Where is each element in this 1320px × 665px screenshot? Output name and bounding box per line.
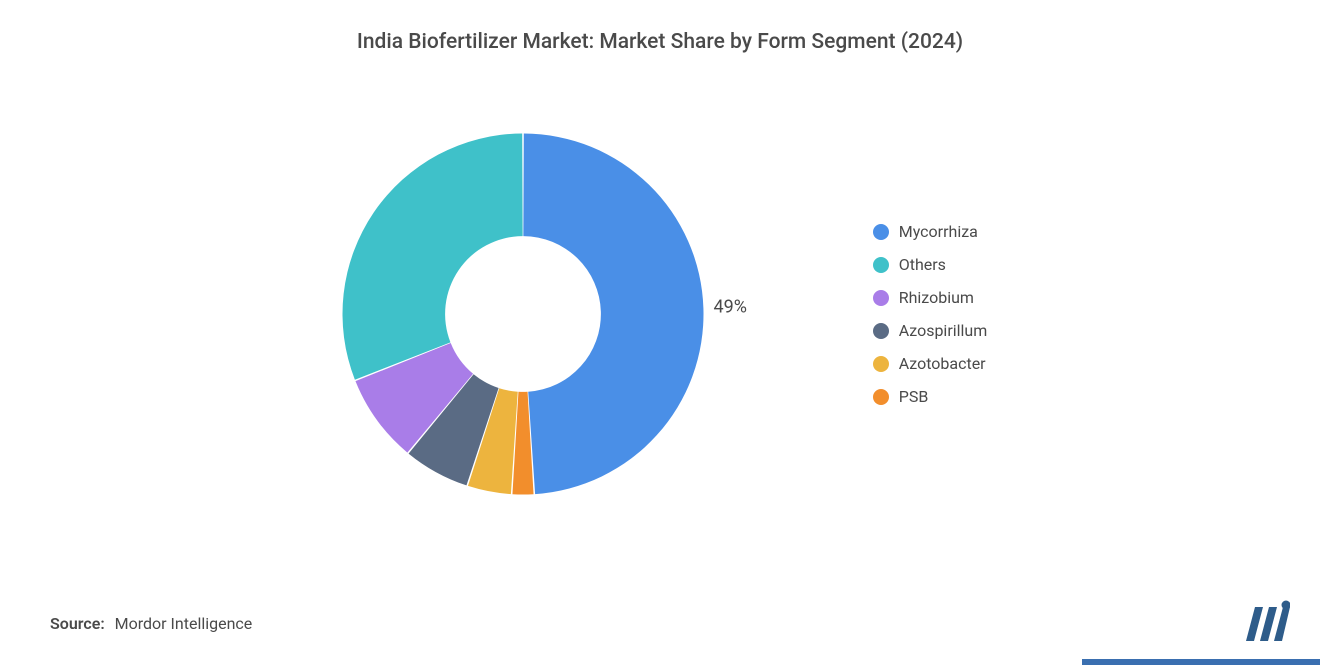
source-line: Source: Mordor Intelligence bbox=[50, 614, 252, 633]
donut-chart: 49% bbox=[333, 124, 713, 504]
source-value: Mordor Intelligence bbox=[115, 614, 253, 633]
legend-label: Azotobacter bbox=[899, 354, 986, 373]
chart-container: India Biofertilizer Market: Market Share… bbox=[0, 0, 1320, 665]
legend-marker bbox=[873, 389, 889, 405]
chart-body: 49% Mycorrhiza Others Rhizobium Azospirillu… bbox=[50, 84, 1270, 544]
legend-marker bbox=[873, 257, 889, 273]
legend-label: Azospirillum bbox=[899, 321, 988, 340]
donut-slice bbox=[523, 134, 703, 495]
logo-bar bbox=[1274, 607, 1290, 641]
legend-marker bbox=[873, 323, 889, 339]
legend-marker bbox=[873, 224, 889, 240]
legend-item: PSB bbox=[873, 387, 988, 406]
legend: Mycorrhiza Others Rhizobium Azospirillum Azo… bbox=[873, 222, 988, 406]
legend-marker bbox=[873, 356, 889, 372]
source-label: Source: bbox=[50, 614, 105, 633]
legend-marker bbox=[873, 290, 889, 306]
logo-bar bbox=[1246, 607, 1263, 641]
border-accent bbox=[1082, 659, 1320, 665]
legend-item: Others bbox=[873, 255, 988, 274]
chart-title: India Biofertilizer Market: Market Share… bbox=[50, 30, 1270, 54]
legend-label: Others bbox=[899, 255, 946, 274]
legend-label: PSB bbox=[899, 387, 929, 406]
pct-label: 49% bbox=[713, 297, 746, 318]
legend-label: Mycorrhiza bbox=[899, 222, 978, 241]
legend-item: Mycorrhiza bbox=[873, 222, 988, 241]
legend-item: Rhizobium bbox=[873, 288, 988, 307]
logo-bar bbox=[1260, 607, 1277, 641]
legend-label: Rhizobium bbox=[899, 288, 974, 307]
legend-item: Azospirillum bbox=[873, 321, 988, 340]
legend-item: Azotobacter bbox=[873, 354, 988, 373]
donut-slice bbox=[342, 134, 522, 380]
brand-logo bbox=[1242, 597, 1290, 645]
